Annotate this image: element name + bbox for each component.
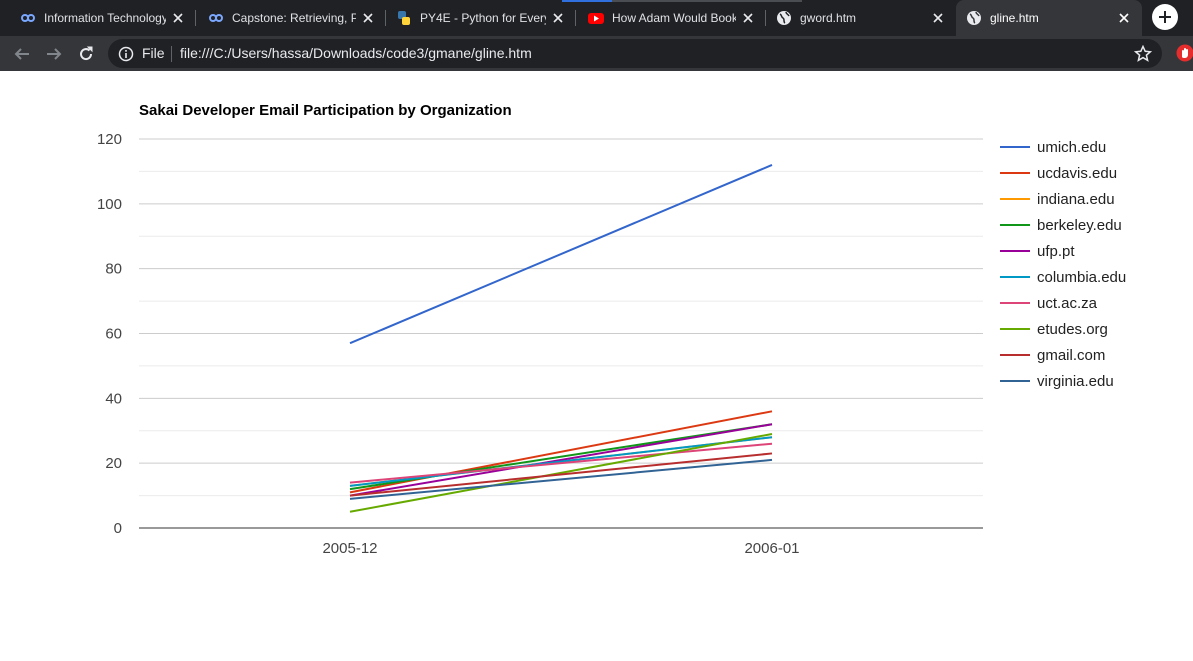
y-tick-label: 60 (105, 326, 122, 343)
forward-button[interactable] (40, 40, 68, 68)
address-bar[interactable]: File file:///C:/Users/hassa/Downloads/co… (108, 39, 1162, 68)
globe-icon (966, 10, 982, 26)
bookmark-star-icon[interactable] (1134, 45, 1152, 63)
series-line-ufp-pt (349, 423, 773, 497)
close-icon[interactable] (930, 10, 946, 26)
legend-label: etudes.org (1037, 321, 1108, 338)
python-icon (396, 10, 412, 26)
globe-icon (776, 10, 792, 26)
loading-progress-bar (562, 0, 802, 2)
tab-title: How Adam Would Book (612, 11, 736, 25)
chart-gridlines (139, 138, 983, 529)
legend-label: columbia.edu (1037, 269, 1126, 286)
y-axis-ticks: 0 20 40 60 80 100 120 (97, 131, 122, 537)
close-icon[interactable] (170, 10, 186, 26)
series-line-virginia-edu (349, 458, 773, 500)
tab-title: Information Technology (44, 11, 166, 25)
coursera-icon (20, 10, 36, 26)
tab-strip: Information Technology Capstone: Retriev… (0, 0, 1193, 36)
legend-label: berkeley.edu (1037, 217, 1122, 234)
y-tick-label: 120 (97, 131, 122, 148)
series-line-columbia-edu (349, 436, 773, 487)
tab-title: PY4E - Python for Every (420, 11, 546, 25)
legend-label: umich.edu (1037, 139, 1106, 156)
close-icon[interactable] (1116, 10, 1132, 26)
back-button[interactable] (8, 40, 36, 68)
legend-label: ucdavis.edu (1037, 165, 1117, 182)
legend-label: ufp.pt (1037, 243, 1075, 260)
y-tick-label: 80 (105, 261, 122, 278)
y-tick-label: 100 (97, 196, 122, 213)
chart-title: Sakai Developer Email Participation by O… (139, 102, 512, 119)
x-tick-label: 2005-12 (322, 540, 377, 557)
close-icon[interactable] (550, 10, 566, 26)
chart-legend: umich.edu ucdavis.edu indiana.edu berkeley.… (1000, 139, 1126, 390)
y-tick-label: 40 (105, 390, 122, 407)
series-line-umich-edu (349, 164, 773, 345)
x-axis-ticks: 2005-12 2006-01 (322, 540, 799, 557)
chart-series (349, 164, 773, 513)
tab-title: Capstone: Retrieving, Pr (232, 11, 356, 25)
scheme-label: File (142, 45, 165, 61)
series-line-uct-ac-za (349, 442, 773, 484)
coursera-icon (208, 10, 224, 26)
y-tick-label: 20 (105, 455, 122, 472)
legend-label: indiana.edu (1037, 191, 1115, 208)
tab-title: gline.htm (990, 11, 1039, 25)
line-chart: Sakai Developer Email Participation by O… (97, 102, 1126, 557)
tab-title: gword.htm (800, 11, 857, 25)
series-line-etudes-org (349, 433, 773, 513)
arrow-right-icon (47, 48, 62, 60)
arrow-left-icon (14, 48, 29, 60)
reload-button[interactable] (72, 40, 100, 68)
legend-label: uct.ac.za (1037, 295, 1098, 312)
x-tick-label: 2006-01 (744, 540, 799, 557)
tab-gline[interactable]: gline.htm (956, 0, 1142, 36)
url-text[interactable]: file:///C:/Users/hassa/Downloads/code3/g… (180, 45, 532, 61)
series-line-gmail-com (349, 452, 773, 497)
browser-toolbar: File file:///C:/Users/hassa/Downloads/co… (0, 36, 1193, 71)
close-icon[interactable] (360, 10, 376, 26)
close-icon[interactable] (740, 10, 756, 26)
info-icon[interactable] (118, 46, 134, 62)
plus-icon (1159, 11, 1171, 23)
legend-label: gmail.com (1037, 347, 1105, 364)
new-tab-button[interactable] (1152, 4, 1178, 30)
tab-py4e[interactable]: PY4E - Python for Every (386, 0, 576, 36)
tab-information-technology[interactable]: Information Technology (0, 0, 196, 36)
legend-label: virginia.edu (1037, 373, 1114, 390)
youtube-icon (588, 10, 604, 26)
y-tick-label: 0 (114, 520, 122, 537)
tab-youtube-video[interactable]: How Adam Would Book (576, 0, 766, 36)
tab-gword[interactable]: gword.htm (766, 0, 956, 36)
extension-icon[interactable] (1176, 44, 1193, 62)
tab-capstone[interactable]: Capstone: Retrieving, Pr (196, 0, 386, 36)
reload-icon (80, 46, 93, 61)
